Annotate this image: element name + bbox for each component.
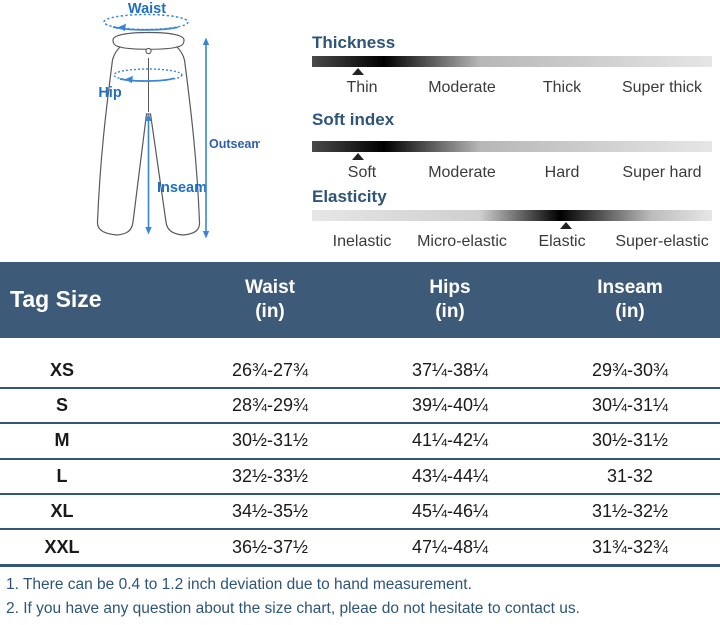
svg-text:Inseam: Inseam — [157, 180, 207, 196]
svg-text:Waist: Waist — [128, 1, 166, 17]
svg-text:Hip: Hip — [98, 85, 122, 101]
svg-text:Outseam: Outseam — [209, 137, 260, 151]
